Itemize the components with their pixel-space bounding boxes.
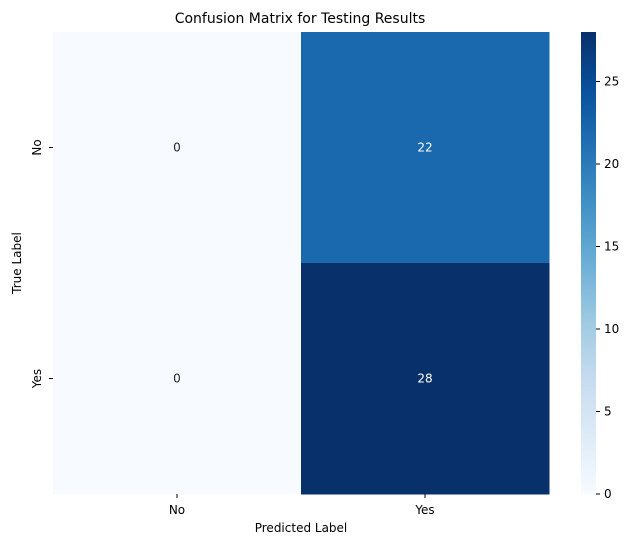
colorbar-tick-label: 5 [604, 405, 612, 419]
colorbar-ticks: 0 5 10 15 20 25 [596, 75, 619, 501]
y-axis-ticks: No Yes [30, 139, 53, 389]
cell-value-label: 0 [173, 141, 181, 155]
cell-value-label: 0 [173, 372, 181, 386]
cell-value-label: 22 [417, 141, 432, 155]
x-axis-label: Predicted Label [255, 521, 348, 535]
heatmap-cell [53, 263, 302, 495]
x-tick-label: Yes [414, 503, 434, 517]
x-tick-label: No [169, 503, 185, 517]
heatmap-cell [301, 263, 550, 495]
chart-title: Confusion Matrix for Testing Results [175, 11, 426, 27]
colorbar-tick-label: 15 [604, 240, 619, 254]
y-tick-label: No [30, 139, 44, 155]
colorbar-tick-label: 0 [604, 487, 612, 501]
colorbar-tick-label: 25 [604, 75, 619, 89]
y-tick-label: Yes [30, 369, 44, 389]
cell-value-label: 28 [417, 372, 432, 386]
colorbar-tick-label: 20 [604, 157, 619, 171]
colorbar-tick-label: 10 [604, 322, 619, 336]
colorbar [581, 32, 596, 494]
heatmap-cell-labels: 0 22 0 28 [173, 141, 432, 386]
x-axis-ticks: No Yes [169, 494, 435, 517]
y-axis-label: True Label [10, 232, 24, 295]
heatmap-cell [53, 32, 302, 264]
heatmap-cell [301, 32, 550, 264]
heatmap-cells [53, 32, 550, 495]
